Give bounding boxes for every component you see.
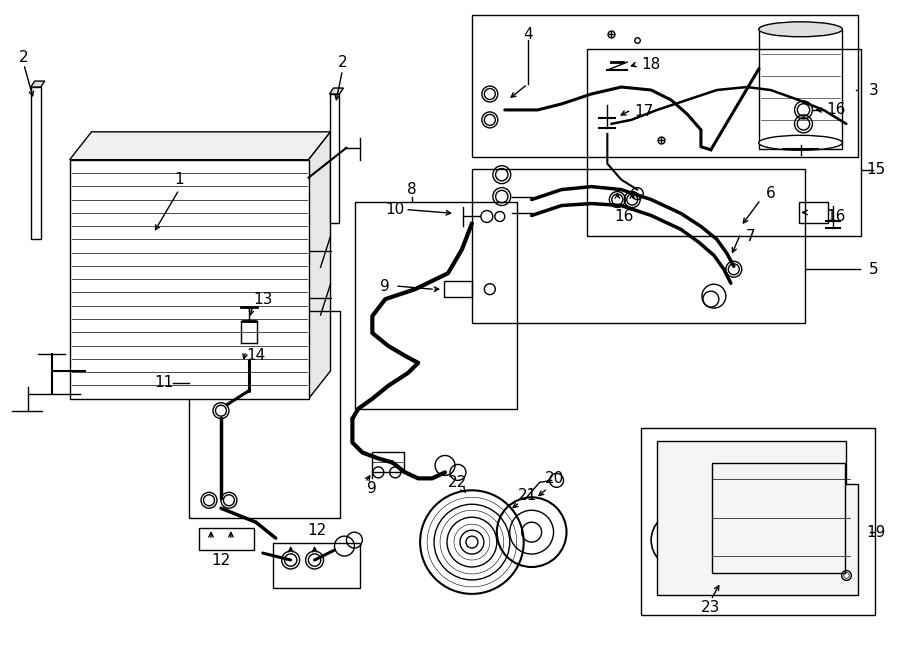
Text: 16: 16 bbox=[827, 102, 846, 118]
Text: 13: 13 bbox=[253, 292, 273, 307]
Text: 11: 11 bbox=[154, 375, 173, 390]
Text: 4: 4 bbox=[523, 26, 533, 42]
Text: 15: 15 bbox=[867, 162, 886, 177]
Text: 16: 16 bbox=[827, 209, 846, 224]
Text: 22: 22 bbox=[448, 475, 468, 490]
Bar bbox=[199, 528, 254, 550]
Polygon shape bbox=[657, 440, 859, 595]
Text: 1: 1 bbox=[175, 172, 184, 187]
Bar bbox=[759, 29, 842, 149]
Text: 7: 7 bbox=[746, 229, 755, 244]
Text: 20: 20 bbox=[544, 471, 564, 486]
Text: 9: 9 bbox=[367, 481, 377, 496]
Text: 12: 12 bbox=[307, 523, 326, 537]
Bar bbox=[356, 202, 517, 408]
Text: 6: 6 bbox=[766, 186, 776, 201]
Text: 23: 23 bbox=[701, 600, 721, 615]
Bar bbox=[189, 311, 340, 518]
Text: 8: 8 bbox=[408, 182, 417, 197]
Polygon shape bbox=[31, 87, 40, 239]
Polygon shape bbox=[309, 132, 330, 399]
Bar bbox=[588, 49, 861, 237]
Text: 16: 16 bbox=[615, 209, 634, 224]
Bar bbox=[641, 428, 875, 615]
Text: 10: 10 bbox=[385, 202, 405, 217]
Text: 14: 14 bbox=[247, 348, 266, 364]
Text: 17: 17 bbox=[634, 104, 653, 120]
Polygon shape bbox=[69, 160, 309, 399]
Text: 3: 3 bbox=[868, 83, 878, 98]
Text: 18: 18 bbox=[642, 57, 661, 71]
Text: 21: 21 bbox=[518, 488, 537, 503]
Polygon shape bbox=[69, 132, 330, 160]
Bar bbox=[472, 169, 806, 323]
Bar bbox=[444, 281, 472, 297]
Bar bbox=[273, 543, 360, 588]
Text: 9: 9 bbox=[381, 279, 390, 293]
Ellipse shape bbox=[759, 22, 842, 37]
Polygon shape bbox=[329, 94, 339, 223]
Text: 19: 19 bbox=[867, 525, 886, 539]
Bar bbox=[712, 463, 845, 573]
Text: 12: 12 bbox=[212, 553, 230, 568]
Text: 2: 2 bbox=[19, 50, 29, 65]
Bar bbox=[373, 453, 404, 473]
Polygon shape bbox=[31, 81, 45, 87]
Bar bbox=[472, 15, 859, 157]
Text: 5: 5 bbox=[868, 262, 878, 277]
Polygon shape bbox=[329, 88, 344, 94]
Text: 2: 2 bbox=[338, 55, 347, 69]
Ellipse shape bbox=[759, 136, 842, 150]
Bar bbox=[798, 202, 828, 223]
